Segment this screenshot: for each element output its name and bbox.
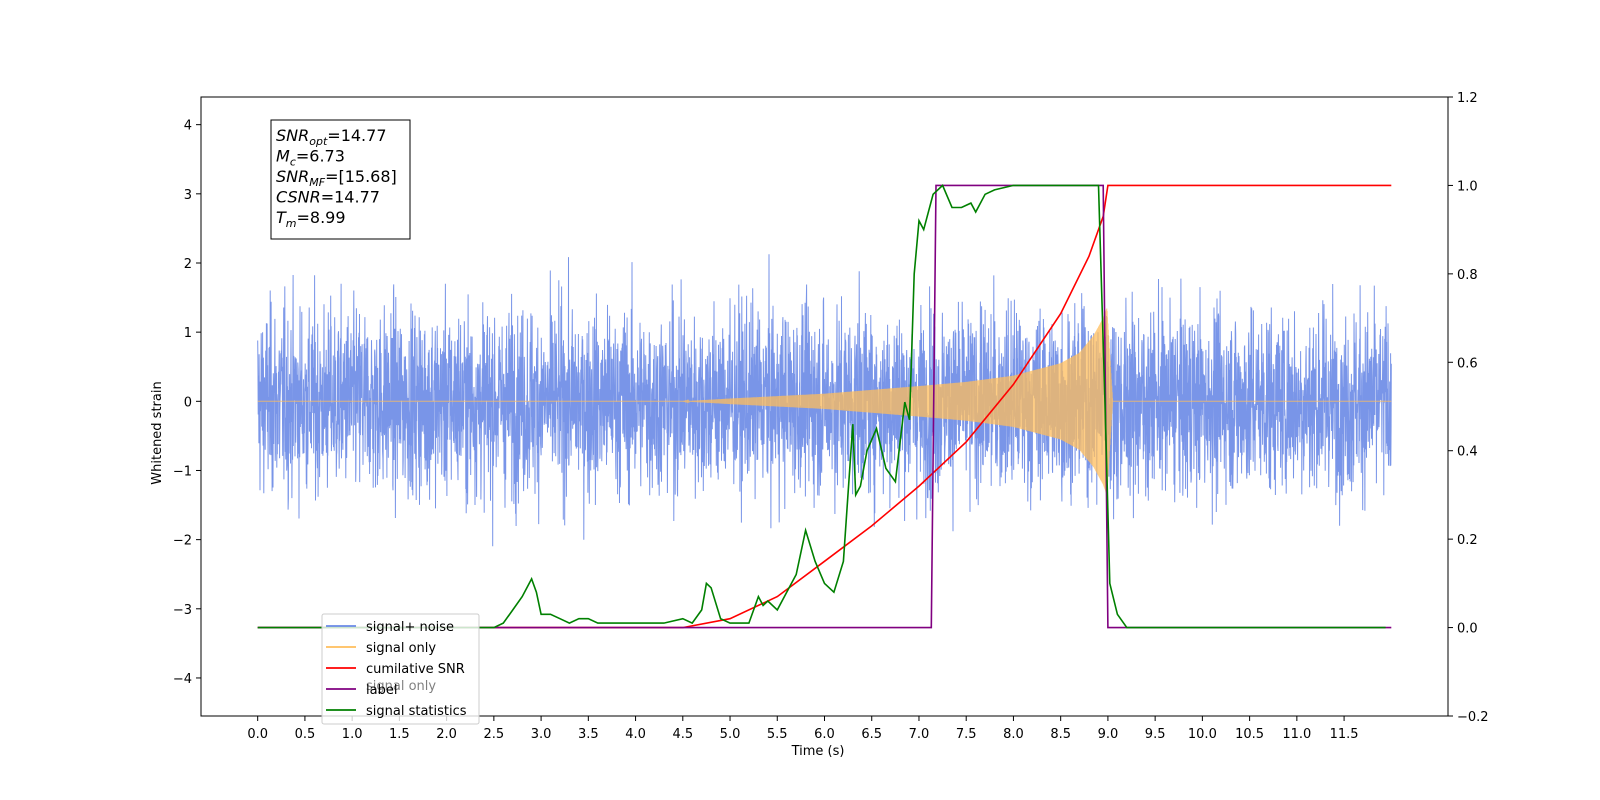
x-tick-label: 8.0 <box>1003 727 1024 742</box>
plot-area <box>257 184 1392 629</box>
legend-label: cumilative SNR <box>366 662 465 677</box>
y-tick-label: −2 <box>173 534 192 549</box>
x-tick-label: 1.0 <box>342 727 363 742</box>
x-tick-label: 11.0 <box>1282 727 1311 742</box>
x-tick-label: 1.5 <box>389 727 410 742</box>
y-right-tick-label: −0.2 <box>1457 710 1489 725</box>
series-signal-plus-noise <box>257 254 1392 547</box>
series-signal-statistics <box>257 184 1386 629</box>
x-tick-label: 5.5 <box>767 727 788 742</box>
y-tick-label: 0 <box>184 395 192 410</box>
x-tick-label: 0.5 <box>295 727 316 742</box>
x-tick-label: 4.0 <box>625 727 646 742</box>
annotation-line: Tm=8.99 <box>276 208 346 230</box>
y-tick-label: −1 <box>173 464 192 479</box>
annotation-line: Mc=6.73 <box>276 147 345 169</box>
x-tick-label: 3.0 <box>531 727 552 742</box>
x-tick-label: 7.0 <box>909 727 930 742</box>
legend-label: label <box>366 683 397 698</box>
y-tick-label: 3 <box>184 188 192 203</box>
x-tick-label: 7.5 <box>956 727 977 742</box>
y-right-tick-label: 0.8 <box>1457 268 1478 283</box>
annotation-box: SNRopt=14.77Mc=6.73SNRMF=[15.68]CSNR=14.… <box>270 119 411 240</box>
x-tick-label: 10.0 <box>1188 727 1217 742</box>
legend-box <box>321 613 480 725</box>
legend-label: signal only <box>366 641 436 656</box>
x-tick-label: 6.0 <box>814 727 835 742</box>
annotation-line: SNRopt=14.77 <box>276 126 387 148</box>
x-tick-label: 6.5 <box>861 727 882 742</box>
x-tick-label: 11.5 <box>1330 727 1359 742</box>
annotation-line: SNRMF=[15.68] <box>276 167 397 189</box>
legend: signal only signal+ noise signal only cumil… <box>321 613 480 725</box>
x-tick-label: 0.0 <box>247 727 268 742</box>
x-tick-label: 9.0 <box>1098 727 1119 742</box>
annotation-frame <box>270 119 411 240</box>
annotation-line: CSNR=14.77 <box>276 188 380 207</box>
y-tick-label: −4 <box>173 672 192 687</box>
y-right-tick-label: 0.0 <box>1457 622 1478 637</box>
y-tick-label: 4 <box>184 119 192 134</box>
x-tick-label: 3.5 <box>578 727 599 742</box>
y-tick-label: −3 <box>173 603 192 618</box>
x-tick-label: 2.0 <box>436 727 457 742</box>
x-tick-label: 10.5 <box>1235 727 1264 742</box>
x-tick-label: 8.5 <box>1050 727 1071 742</box>
series-cumulative-snr <box>257 184 1392 629</box>
y-right-tick-label: 1.2 <box>1457 91 1478 106</box>
x-tick-label: 9.5 <box>1145 727 1166 742</box>
x-tick-label: 4.5 <box>672 727 693 742</box>
axes: 0.0 0.5 1.0 1.5 2.0 2.5 3.0 3.5 4.0 4.5 5.0 5.5 6.0 6… <box>173 91 1489 742</box>
series-signal-only <box>257 308 1392 495</box>
x-axis-label: Time (s) <box>791 744 845 759</box>
legend-ghost-text: signal only <box>366 679 436 694</box>
y-axis-label: Whitened strain <box>150 381 165 484</box>
legend-label: signal statistics <box>366 704 467 719</box>
y-tick-label: 1 <box>184 326 192 341</box>
y-right-tick-label: 0.2 <box>1457 533 1478 548</box>
legend-label: signal+ noise <box>366 620 454 635</box>
y-tick-label: 2 <box>184 257 192 272</box>
y-right-tick-label: 0.6 <box>1457 356 1478 371</box>
y-right-tick-label: 1.0 <box>1457 179 1478 194</box>
x-tick-label: 5.0 <box>720 727 741 742</box>
x-tick-label: 2.5 <box>484 727 505 742</box>
y-right-tick-label: 0.4 <box>1457 445 1478 460</box>
